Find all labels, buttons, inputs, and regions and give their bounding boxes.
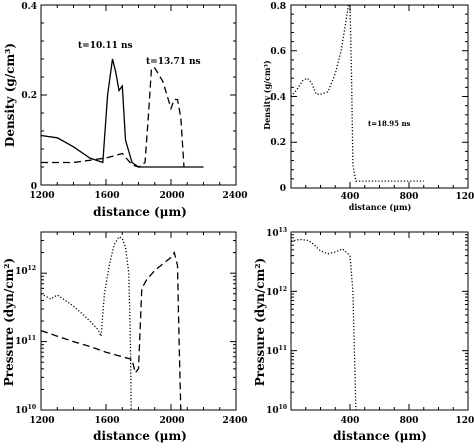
plot-frame <box>40 231 237 411</box>
y-tick-label: 1011 <box>266 345 287 357</box>
y-axis-label: Density (g/cm³) <box>262 60 272 130</box>
y-tick-label: 1010 <box>15 404 36 416</box>
y-axis-label: Density (g/cm³) <box>3 43 17 147</box>
plot-frame <box>290 231 469 411</box>
y-tick-label: 0.2 <box>270 138 286 148</box>
x-axis-label: distance (μm) <box>333 429 427 443</box>
x-tick-label: 800 <box>400 416 419 426</box>
x-tick-label: 2000 <box>159 191 184 201</box>
x-tick-label: 2400 <box>222 191 247 201</box>
panel-density-right: 400 800 1200 0 0.2 0.4 0.6 0.8 distance … <box>262 2 474 212</box>
x-axis-label: distance (μm) <box>93 429 187 443</box>
x-tick-label: 2000 <box>159 416 184 426</box>
panel-density-left: 1200 1600 2000 2400 0 0.2 0.4 distance (… <box>3 2 248 219</box>
x-axis-label: distance (μm) <box>93 205 187 219</box>
y-tick-label: 1012 <box>266 286 287 298</box>
x-tick-label: 1200 <box>29 191 54 201</box>
plot-frame <box>290 4 469 189</box>
x-tick-label: 1200 <box>29 416 54 426</box>
series-line-dotted <box>290 238 357 411</box>
x-tick-label: 1200 <box>455 416 474 426</box>
plot-area <box>290 4 469 189</box>
panel-pressure-left: 1200 1600 2000 2400 1010 1011 1012 dista… <box>2 231 248 443</box>
y-axis-label: Pressure (dyn/cm²) <box>2 258 16 386</box>
series-line-dotted <box>290 4 424 182</box>
x-tick-label: 400 <box>341 192 360 202</box>
x-tick-label: 1600 <box>94 416 119 426</box>
x-tick-label: 1200 <box>455 192 474 202</box>
y-tick-label: 0.2 <box>21 91 37 101</box>
y-tick-label: 0 <box>280 184 286 194</box>
y-tick-label: 0.6 <box>270 47 286 57</box>
x-tick-label: 800 <box>400 192 419 202</box>
y-tick-label: 0.4 <box>270 93 286 103</box>
series-label-t18: t=18.95 ns <box>368 119 411 128</box>
plot-area <box>290 232 469 411</box>
series-line-dashed <box>40 251 182 411</box>
y-tick-label: 0.4 <box>21 2 37 12</box>
y-tick-label: 1013 <box>266 227 287 239</box>
plot-frame <box>40 4 237 186</box>
y-tick-label: 1011 <box>15 335 36 347</box>
y-tick-label: 0.8 <box>270 2 286 12</box>
plot-area <box>40 231 237 411</box>
x-axis-label: distance (μm) <box>349 202 412 212</box>
series-label-t13: t=13.71 ns <box>146 57 201 67</box>
y-axis-label: Pressure (dyn/cm²) <box>253 258 267 386</box>
y-tick-label: 0 <box>31 182 37 192</box>
series-label-t10: t=10.11 ns <box>78 41 133 51</box>
x-tick-label: 2400 <box>222 416 247 426</box>
x-tick-label: 1600 <box>94 191 119 201</box>
series-line-solid <box>40 58 204 168</box>
panel-pressure-right: 400 800 1200 1010 1011 1012 1013 distanc… <box>253 227 474 443</box>
y-tick-label: 1012 <box>15 265 36 277</box>
series-line-dashed <box>41 67 185 168</box>
x-tick-label: 400 <box>341 416 360 426</box>
series-line-dotted <box>40 235 132 411</box>
y-tick-label: 1010 <box>266 404 287 416</box>
plot-area <box>40 4 237 186</box>
